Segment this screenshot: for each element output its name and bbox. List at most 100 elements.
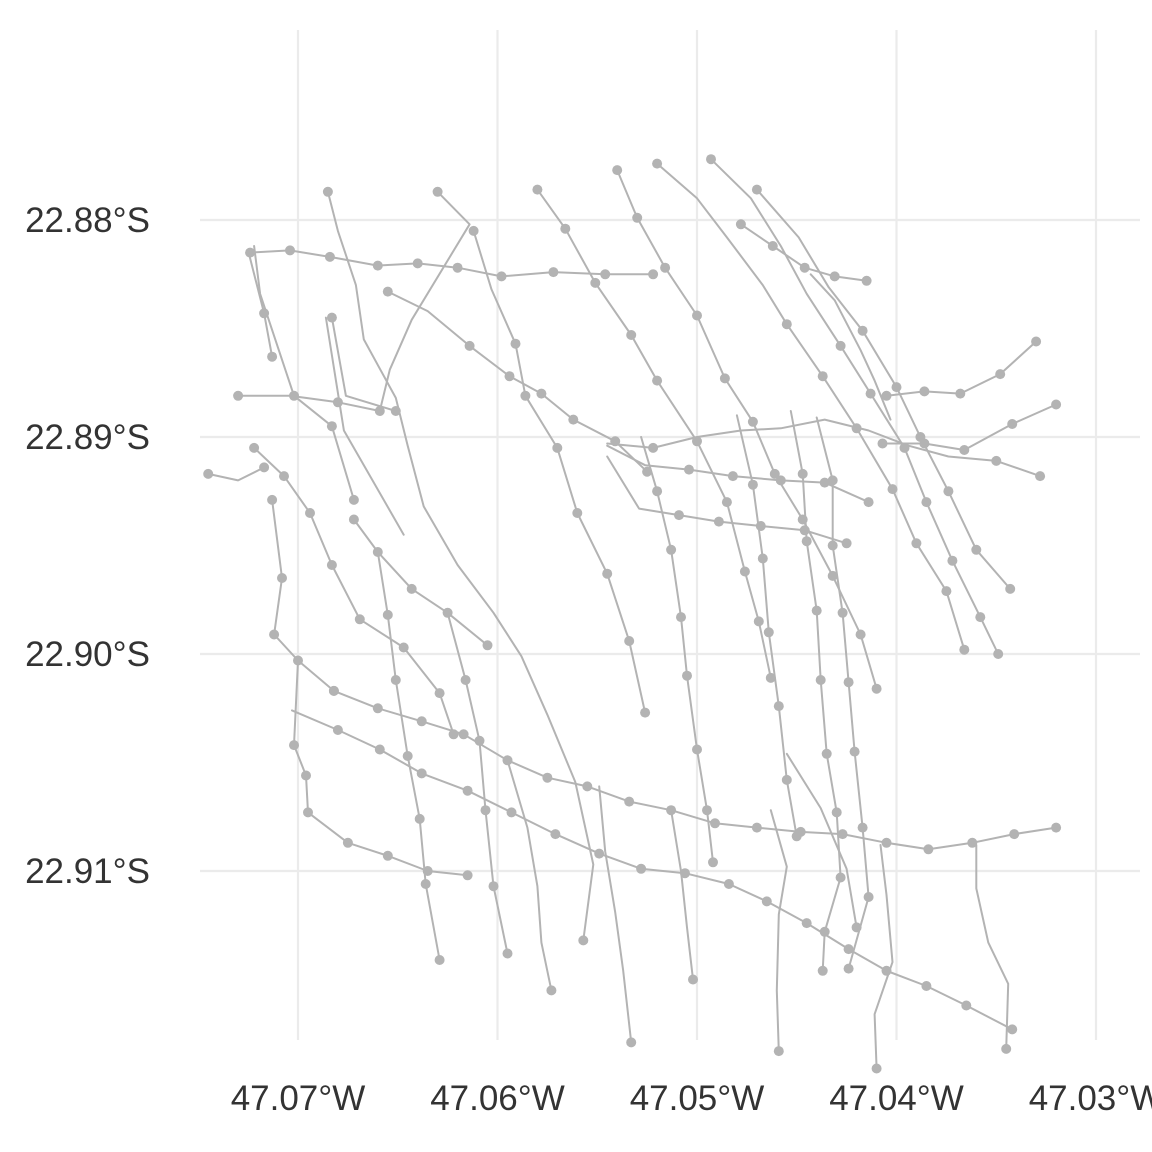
road-node-203 [688, 974, 698, 985]
road-node-80 [692, 436, 702, 447]
road-edge-22 [640, 436, 714, 864]
road-node-78 [640, 707, 651, 718]
road-node-202 [626, 1037, 637, 1048]
road-node-219 [462, 870, 473, 881]
axis-tick-labels: 47.07°W 47.06°W 47.05°W 47.04°W 47.03°W 22.88… [25, 201, 1152, 1118]
road-node-92 [781, 319, 792, 330]
road-edge-13 [472, 229, 647, 714]
road-node-165 [328, 685, 339, 696]
road-node-212 [474, 735, 485, 746]
road-node-45 [406, 583, 417, 594]
road-node-100 [865, 388, 876, 399]
road-node-47 [482, 640, 493, 651]
road-node-68 [536, 388, 547, 399]
road-node-101 [899, 442, 910, 453]
road-node-99 [835, 340, 846, 351]
road-node-37 [233, 390, 244, 401]
road-node-169 [624, 796, 635, 807]
road-node-20 [560, 223, 571, 234]
road-node-3 [612, 165, 623, 176]
road-node-21 [590, 277, 601, 288]
road-edge-3 [324, 316, 405, 536]
road-node-140 [821, 748, 832, 759]
road-node-97 [941, 586, 952, 597]
road-node-59 [289, 740, 299, 751]
road-node-185 [550, 829, 561, 840]
road-node-130 [747, 479, 758, 490]
road-node-136 [797, 468, 808, 479]
road-node-117 [863, 497, 874, 508]
road-node-116 [819, 477, 830, 488]
road-node-182 [416, 768, 427, 779]
road-node-187 [636, 863, 647, 874]
road-node-200 [578, 935, 589, 946]
road-node-42 [348, 494, 359, 505]
road-node-28 [799, 262, 810, 273]
road-edge-0 [326, 190, 595, 942]
road-node-125 [676, 612, 686, 623]
road-node-60 [301, 770, 311, 781]
road-node-29 [829, 271, 840, 282]
road-node-33 [289, 390, 299, 401]
road-node-53 [398, 642, 409, 653]
road-node-76 [602, 568, 613, 579]
road-node-36 [390, 406, 401, 416]
road-node-122 [841, 538, 852, 549]
road-node-196 [1007, 1024, 1018, 1035]
road-edge-40 [446, 611, 509, 955]
road-node-7 [245, 247, 256, 258]
road-node-134 [781, 774, 792, 785]
road-node-24 [660, 262, 671, 273]
road-node-141 [831, 807, 842, 818]
road-node-144 [817, 965, 828, 976]
road-node-95 [887, 484, 898, 495]
road-node-4 [652, 158, 663, 169]
road-node-124 [666, 544, 677, 555]
road-node-98 [959, 644, 970, 655]
road-node-17 [326, 312, 337, 323]
road-node-128 [702, 805, 712, 816]
gridlines [200, 30, 1140, 1040]
road-node-83 [753, 616, 764, 627]
road-node-54 [434, 688, 445, 699]
road-node-143 [819, 926, 830, 937]
road-node-94 [851, 423, 862, 434]
road-node-72 [510, 338, 521, 349]
road-node-174 [837, 829, 848, 840]
road-node-148 [843, 677, 854, 688]
road-edge-24 [789, 410, 842, 972]
road-node-145 [827, 475, 838, 486]
road-node-163 [991, 455, 1002, 466]
road-node-154 [995, 369, 1006, 380]
road-node-198 [871, 1063, 882, 1074]
road-node-132 [763, 627, 774, 638]
road-node-16 [648, 269, 659, 280]
road-node-137 [801, 536, 812, 547]
road-node-64 [416, 716, 427, 727]
road-node-69 [568, 414, 579, 425]
road-node-82 [739, 566, 750, 577]
road-node-180 [332, 725, 343, 735]
road-node-123 [652, 486, 663, 497]
road-node-119 [713, 516, 724, 527]
road-node-214 [488, 881, 499, 892]
road-node-166 [502, 755, 513, 766]
road-node-96 [911, 538, 922, 549]
road-edge-5 [247, 249, 274, 358]
road-node-149 [849, 746, 860, 757]
road-node-184 [506, 807, 517, 818]
road-node-74 [552, 442, 563, 453]
road-node-85 [719, 373, 730, 384]
road-node-173 [795, 826, 806, 837]
road-node-14 [548, 267, 559, 278]
road-node-89 [827, 570, 838, 581]
x-tick-label-4: 47.03°W [1029, 1079, 1152, 1118]
road-edge-7 [253, 446, 455, 736]
road-node-27 [767, 241, 778, 251]
road-edge-16 [656, 162, 966, 651]
road-node-63 [372, 703, 383, 714]
road-node-84 [765, 672, 776, 683]
road-node-133 [773, 701, 784, 712]
road-node-73 [520, 390, 531, 401]
road-edge-31 [291, 709, 1014, 1031]
